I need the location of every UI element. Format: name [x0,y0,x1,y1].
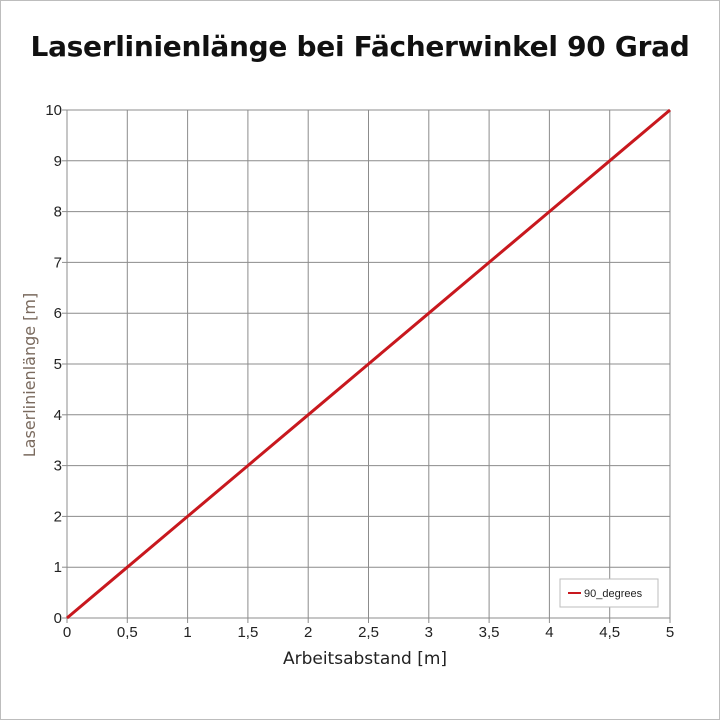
x-tick-label: 2,5 [358,624,379,641]
legend: 90_degrees [559,578,659,608]
x-tick-labels: 0 0,5 1 1,5 2 2,5 3 3,5 4 4,5 5 [63,624,674,641]
x-tick-label: 2 [304,624,312,641]
x-tick-label: 1 [183,624,191,641]
x-tick-label: 5 [666,624,674,641]
y-tick-label: 8 [54,204,62,221]
y-tick-label: 9 [54,153,62,170]
x-tick-label: 0 [63,624,71,641]
y-tick-label: 5 [54,356,62,373]
chart-title: Laserlinienlänge bei Fächerwinkel 90 Gra… [30,30,690,63]
x-tick-label: 4,5 [599,624,620,641]
legend-label: 90_degrees [584,588,643,600]
series-line [66,108,671,620]
y-tick-labels: 0 1 2 3 4 5 6 7 8 9 10 [45,102,62,627]
x-tick-label: 3,5 [479,624,500,641]
x-tick-label: 3 [425,624,433,641]
y-tick-label: 2 [54,508,62,525]
y-tick-label: 0 [54,610,62,627]
y-tick-label: 6 [54,305,62,322]
y-tick-label: 4 [54,407,62,424]
y-tick-label: 1 [54,559,62,576]
series-lines [66,108,671,620]
x-axis-label: Arbeitsabstand [m] [283,649,447,669]
x-tick-label: 0,5 [117,624,138,641]
x-tick-label: 1,5 [237,624,258,641]
y-tick-label: 10 [45,102,62,119]
y-tick-label: 3 [54,458,62,475]
y-tick-label: 7 [54,254,62,271]
grid [62,109,671,623]
x-tick-label: 4 [545,624,553,641]
y-axis-label: Laserlinienlänge [m] [20,293,39,457]
